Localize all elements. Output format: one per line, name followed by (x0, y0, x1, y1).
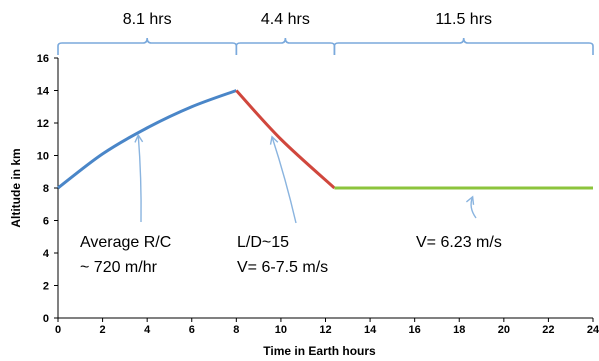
x-tick-label: 2 (100, 324, 106, 336)
y-tick-label: 6 (43, 216, 49, 228)
x-tick-label: 6 (189, 324, 195, 336)
segment-bracket (235, 37, 336, 55)
annotations: Average R/C ~ 720 m/hr L/D~15 V= 6-7.5 m/s V… (80, 133, 502, 276)
y-axis-title: Altitude in km (9, 148, 23, 227)
series-line-1 (57, 89, 237, 190)
series-line-2 (235, 89, 336, 190)
annotation-arrow (271, 136, 297, 224)
y-tick-label: 0 (43, 313, 49, 325)
segment-bracket (333, 37, 594, 55)
x-tick-label: 8 (233, 324, 239, 336)
x-tick-label: 18 (453, 324, 465, 336)
y-tick-label: 14 (37, 86, 50, 98)
y-tick-label: 8 (43, 183, 49, 195)
annotation-text: V= 6-7.5 m/s (237, 259, 328, 276)
annotation-text: L/D~15 (237, 234, 289, 251)
annotation-text: Average R/C (80, 234, 171, 251)
segment-bracket (57, 37, 238, 55)
x-tick-label: 24 (587, 324, 599, 336)
x-tick-label: 12 (319, 324, 331, 336)
x-axis-title: Time in Earth hours (263, 344, 376, 358)
segment-brackets: 8.1 hrs 4.4 hrs 11.5 hrs (57, 11, 594, 55)
annotation-arrowhead (465, 195, 475, 205)
x-tick-label: 14 (364, 324, 377, 336)
annotation-arrowhead (269, 135, 279, 145)
annotation-text: ~ 720 m/hr (80, 259, 158, 276)
x-tick-label: 20 (498, 324, 510, 336)
annotation-arrow (470, 196, 477, 219)
x-tick-label: 4 (144, 324, 151, 336)
segment-duration-label: 4.4 hrs (261, 11, 310, 28)
annotation-text: V= 6.23 m/s (416, 234, 502, 251)
y-tick-label: 4 (43, 248, 50, 260)
x-tick-label: 16 (409, 324, 421, 336)
x-tick-label: 0 (55, 324, 61, 336)
segment-duration-label: 11.5 hrs (435, 11, 492, 28)
annotation-arrowhead (134, 133, 144, 143)
x-tick-label: 10 (275, 324, 287, 336)
series-lines (57, 89, 593, 190)
x-tick-label: 22 (542, 324, 554, 336)
y-tick-label: 2 (43, 281, 49, 293)
y-tick-label: 12 (37, 118, 49, 130)
y-tick-label: 10 (37, 151, 49, 163)
y-tick-label: 16 (37, 53, 49, 65)
annotation-arrow (137, 135, 142, 223)
segment-duration-label: 8.1 hrs (123, 11, 172, 28)
